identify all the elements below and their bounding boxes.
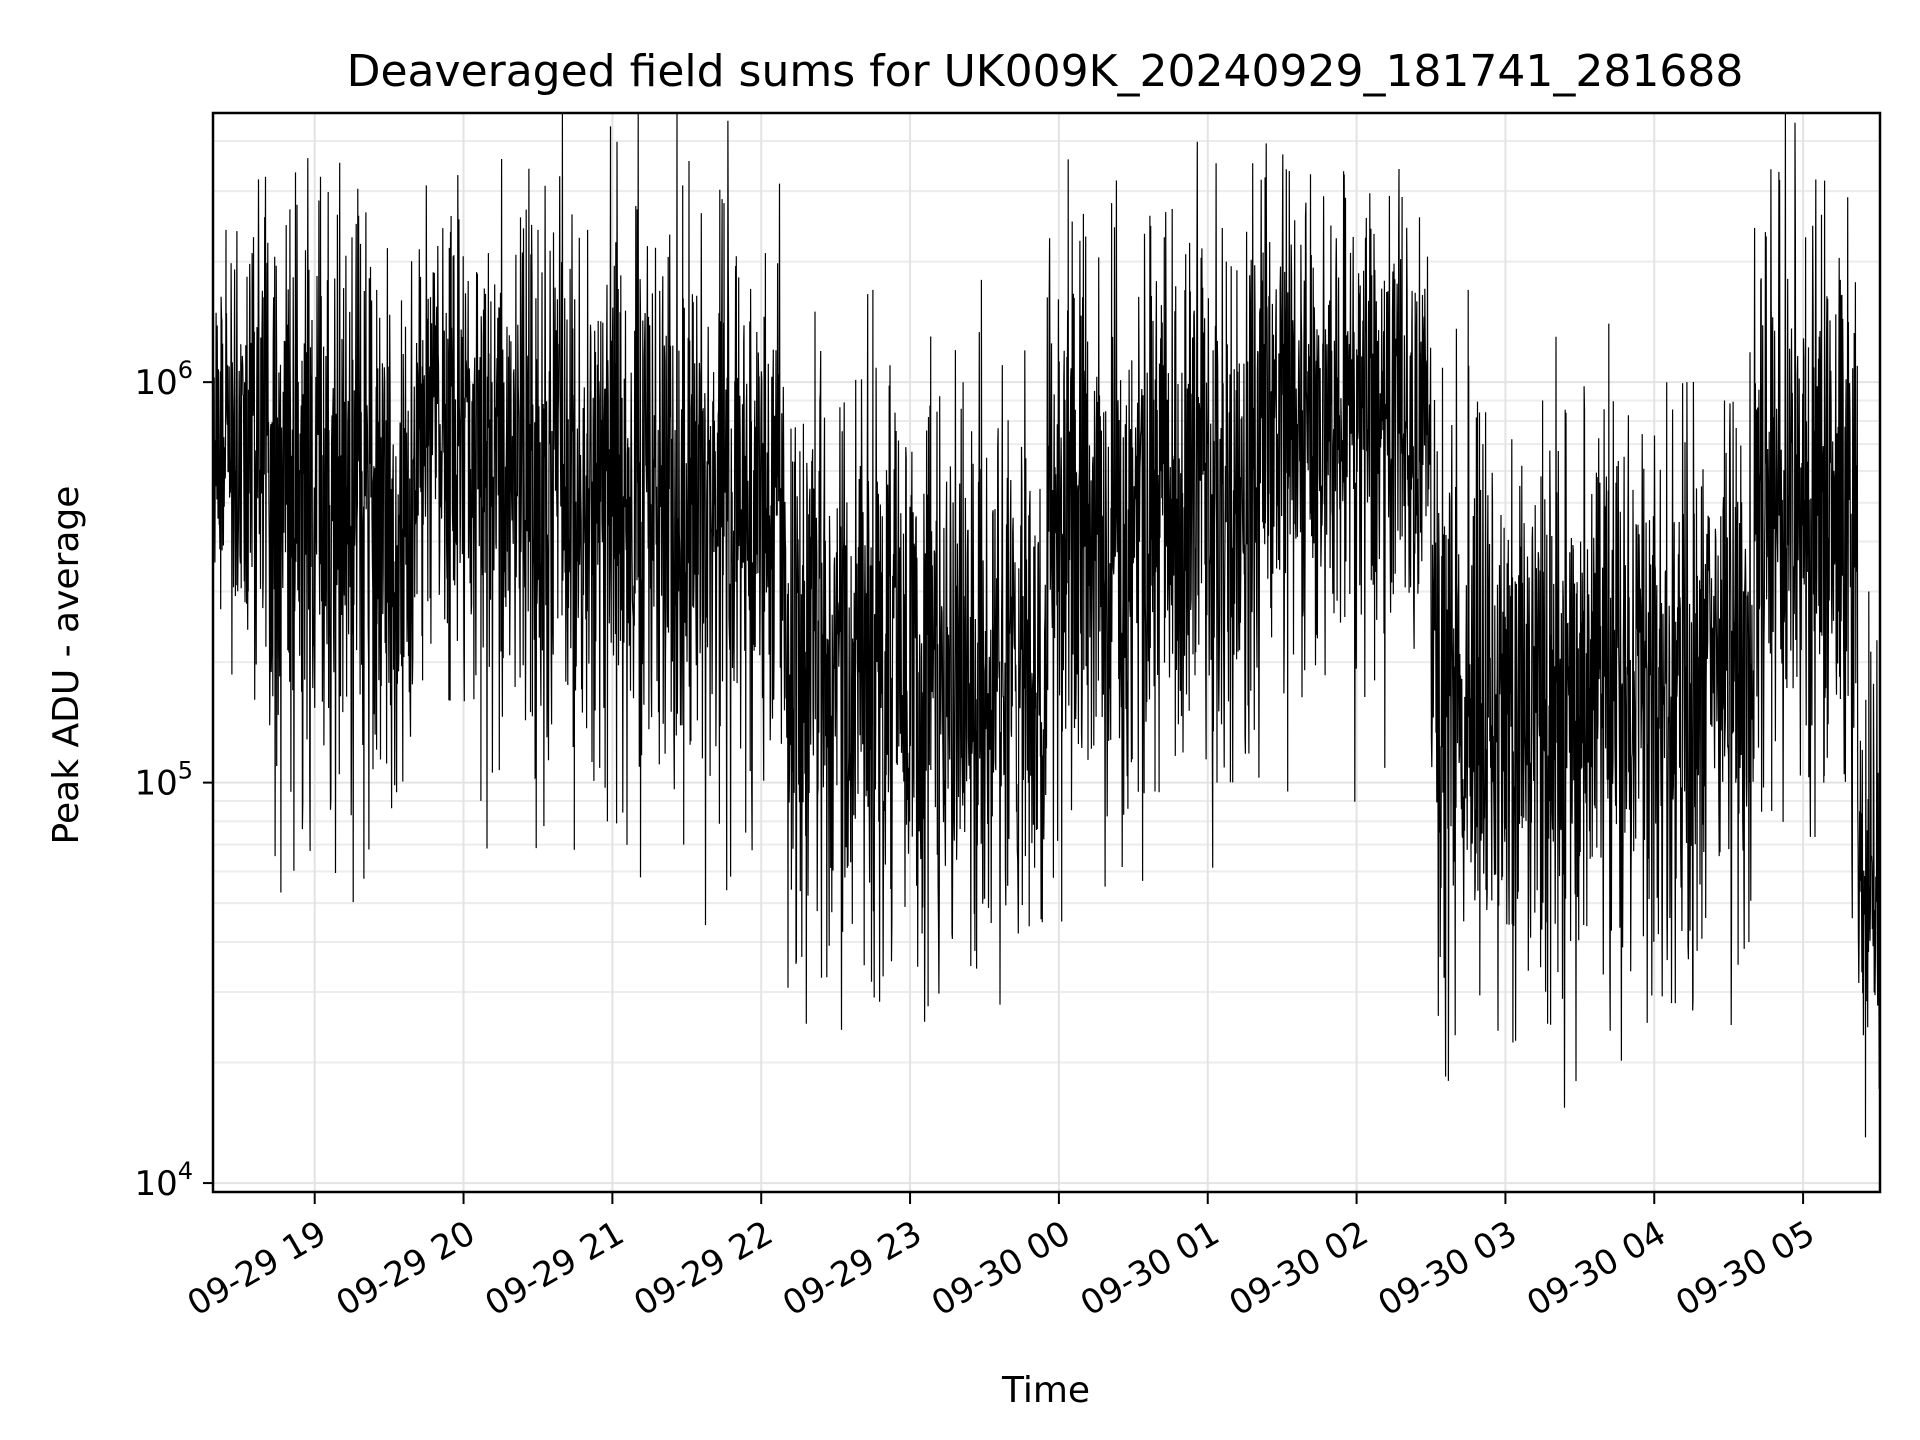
y-tick-exponent: 6 [178, 356, 193, 384]
y-tick-base: 10 [134, 764, 177, 804]
plot-frame [211, 111, 1882, 1194]
y-tick-base: 10 [134, 1164, 177, 1204]
y-tick-base: 10 [134, 363, 177, 403]
y-tick-label: 105 [134, 757, 193, 804]
chart-title: Deaveraged field sums for UK009K_2024092… [347, 46, 1744, 97]
series-layer [212, 112, 1881, 1138]
y-tick-exponent: 4 [178, 1157, 193, 1185]
series-line [212, 112, 1881, 1138]
y-tick-label: 104 [134, 1157, 193, 1204]
x-axis-label: Time [1001, 1370, 1090, 1411]
y-axis-label: Peak ADU - average [46, 486, 87, 845]
y-tick-exponent: 5 [178, 757, 193, 785]
y-tick-label: 106 [134, 356, 193, 403]
